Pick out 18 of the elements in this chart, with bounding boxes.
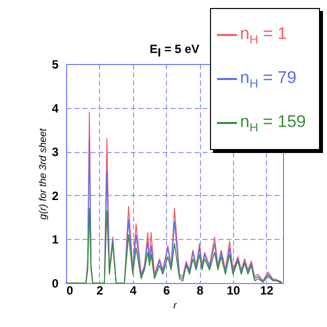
y-tick-label: 3	[52, 145, 59, 160]
x-tick-label: 8	[196, 284, 204, 298]
y-tick-label: 4	[52, 101, 59, 116]
legend-label: n$_{H}$ = 159	[240, 112, 306, 134]
y-tick-label: 1	[52, 232, 59, 247]
legend-label: n$_{H}$ = 1	[240, 24, 287, 46]
y-axis-title: g(r) for the 3rd sheet	[38, 127, 49, 220]
x-tick-label: 6	[163, 284, 170, 298]
line-series	[66, 208, 282, 284]
legend-label: n$_{H}$ = 79	[240, 68, 296, 90]
y-tick-label: 5	[52, 58, 59, 72]
x-tick-label: 0	[66, 284, 74, 298]
x-tick-label: 2	[96, 284, 104, 298]
x-axis-title: r	[173, 300, 178, 312]
y-tick-label: 2	[52, 188, 59, 203]
x-tick-label: 4	[130, 284, 137, 298]
x-tick-label: 10	[226, 284, 240, 298]
x-tick-label: 12	[260, 284, 274, 298]
